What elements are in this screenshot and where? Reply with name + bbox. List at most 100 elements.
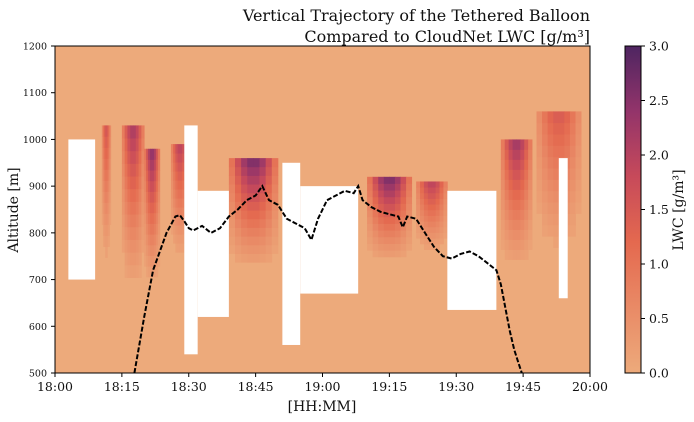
lwc-cell [130,188,134,202]
lwc-cell [228,244,236,254]
lwc-cell [150,202,153,214]
lwc-cell [101,213,104,225]
lwc-cell [241,210,248,220]
lwc-cell [520,179,525,190]
lwc-cell [146,170,149,182]
lwc-cell [179,144,183,154]
lwc-cell [155,266,159,278]
lwc-cell [575,134,582,146]
lwc-cell [177,243,181,253]
lwc-cell [542,224,549,237]
lwc-cell [524,249,529,260]
lwc-cell [367,190,374,198]
lwc-cell [547,134,554,146]
y-tick-label: 800 [29,228,47,239]
lwc-cell [109,180,112,192]
lwc-cell [102,158,105,170]
lwc-cell [175,189,179,199]
lwc-cell [512,229,517,240]
lwc-cell [383,250,390,258]
lwc-cell [504,249,510,260]
trajectory-line [133,183,523,373]
lwc-cell [102,202,105,214]
lwc-cell [420,238,425,245]
lwc-cell [271,218,279,228]
lwc-cell [138,125,142,139]
x-tick-label: 19:30 [438,379,474,394]
lwc-cell [182,171,185,181]
lwc-cell [144,212,147,224]
lwc-cell [524,229,529,240]
lwc-cell [133,188,137,202]
lwc-cell [153,170,157,182]
x-tick-label: 18:15 [104,379,140,394]
lwc-cell [173,162,176,172]
lwc-cell [443,192,448,199]
lwc-cell [553,122,560,135]
lwc-cell [135,125,139,139]
lwc-cell [130,176,134,190]
lwc-cell [528,199,533,210]
lwc-cell [102,224,105,236]
lwc-cell [367,223,374,231]
lwc-cell [148,234,151,246]
lwc-cell [247,201,254,211]
lwc-cell [105,213,107,225]
lwc-cell [228,175,236,185]
lwc-cell [109,169,112,181]
lwc-cell [564,134,571,146]
lwc-cell [547,224,554,237]
no-data-region [68,139,96,280]
lwc-cell [175,198,179,208]
lwc-cell [235,192,242,202]
lwc-cell [400,243,407,251]
colorbar [624,45,642,374]
lwc-cell [524,149,529,160]
no-data-region [558,158,568,299]
lwc-cell [423,226,429,233]
lwc-cell [173,171,176,181]
lwc-cell [228,158,236,168]
lwc-cell [150,234,153,246]
lwc-cell [508,139,513,150]
lwc-cell [431,181,437,188]
lwc-cell [141,150,145,164]
lwc-cell [504,189,510,200]
lwc-cell [423,204,429,211]
lwc-cell [133,138,137,152]
lwc-cell [127,150,131,164]
lwc-cell [105,158,107,170]
lwc-cell [406,243,413,251]
lwc-cell [431,221,437,228]
no-data-region [197,190,229,317]
lwc-cell [383,243,390,251]
lwc-cell [247,244,254,254]
lwc-cell [547,213,554,226]
lwc-cell [575,111,582,124]
lwc-cell [247,253,254,263]
lwc-cell [101,180,104,192]
lwc-cell [420,192,425,199]
lwc-cell [155,180,159,192]
lwc-cell [524,219,529,230]
lwc-cell [520,159,525,170]
lwc-cell [271,227,279,237]
lwc-cell [508,149,513,160]
lwc-cell [431,226,437,233]
lwc-cell [179,216,183,226]
lwc-cell [157,223,161,235]
lwc-cell [141,125,145,139]
lwc-cell [155,223,159,235]
lwc-cell [144,255,147,267]
lwc-cell [439,204,444,211]
lwc-cell [247,210,254,220]
lwc-cell [241,227,248,237]
lwc-cell [124,188,128,202]
lwc-cell [135,176,139,190]
lwc-cell [423,187,429,194]
lwc-cell [439,232,444,239]
lwc-cell [406,183,413,191]
lwc-cell [153,212,157,224]
lwc-cell [516,249,521,260]
